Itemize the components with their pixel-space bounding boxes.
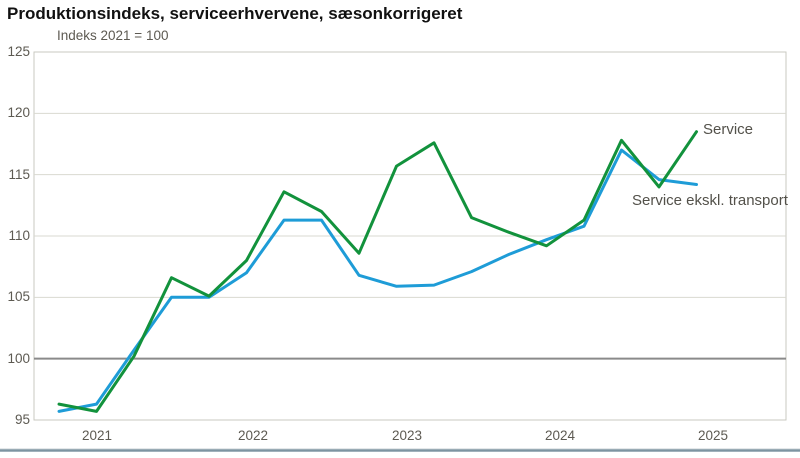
axis-unit-label: Indeks 2021 = 100 (57, 28, 169, 43)
y-tick-label: 120 (7, 105, 30, 121)
series-label-service: Service (703, 121, 754, 138)
bottom-divider-rule (0, 448, 800, 452)
y-tick-label: 105 (7, 289, 30, 305)
x-tick-label: 2021 (81, 428, 113, 443)
x-tick-label: 2024 (544, 428, 576, 443)
y-tick-label: 95 (14, 412, 30, 427)
chart-title: Produktionsindeks, serviceerhvervene, sæ… (7, 4, 463, 23)
y-tick-label: 100 (7, 350, 30, 366)
service-ekskl-transport-line (57, 148, 698, 413)
y-tick-label: 115 (8, 166, 30, 182)
x-tick-label: 2025 (697, 428, 729, 443)
series-label-service-ekskl-transport: Service ekskl. transport (632, 192, 788, 209)
y-tick-label: 110 (8, 228, 30, 243)
service-line (57, 130, 698, 413)
y-tick-label: 125 (7, 44, 30, 59)
x-tick-label: 2023 (391, 428, 423, 443)
x-tick-label: 2022 (237, 428, 269, 443)
